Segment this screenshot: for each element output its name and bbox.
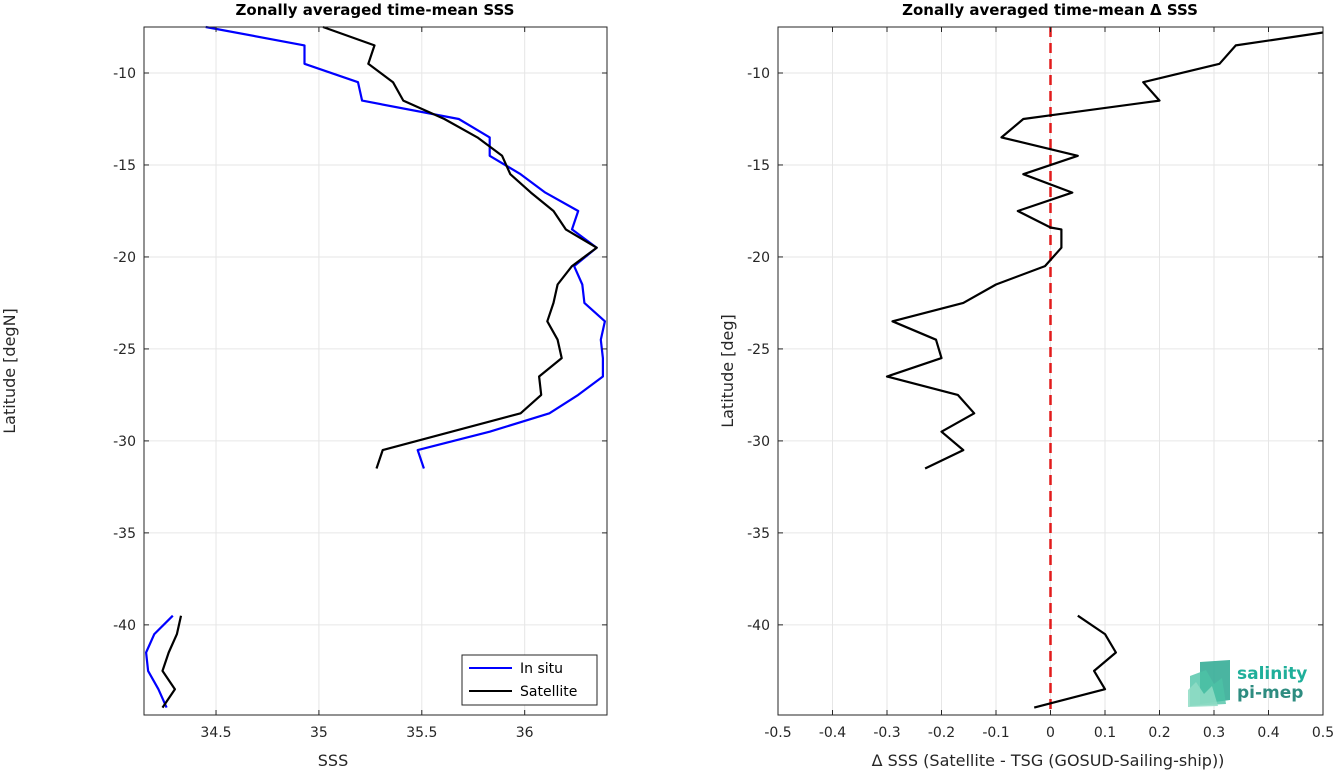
- left-chart-title: Zonally averaged time-mean SSS: [236, 1, 515, 19]
- left-y-tick-label: -30: [113, 434, 136, 450]
- left-sss-panel: 34.5 35 35.5 36 -10 -15 -20 -25 -30 -35 -40 Zonall…: [0, 1, 608, 770]
- left-x-tick-label: 35.5: [406, 725, 437, 741]
- right-y-tick-label: -15: [747, 158, 770, 174]
- logo-text-pi-mep: pi-mep: [1237, 683, 1303, 703]
- left-x-tick-label: 35: [310, 725, 328, 741]
- legend-satellite-label: Satellite: [520, 684, 577, 700]
- left-x-tick-label: 36: [516, 725, 534, 741]
- left-series-group: [145, 25, 607, 709]
- legend-in-situ-label: In situ: [520, 661, 563, 677]
- left-plot-area: [144, 27, 607, 715]
- right-y-tick-label: -35: [747, 526, 770, 542]
- right-x-tick-label: -0.1: [982, 725, 1009, 741]
- legend: In situ Satellite: [461, 654, 598, 706]
- right-chart-title: Zonally averaged time-mean Δ SSS: [902, 1, 1198, 19]
- left-x-tick-label: 34.5: [200, 725, 231, 741]
- right-y-tick-label: -10: [747, 66, 770, 82]
- right-series-group: [885, 27, 1324, 715]
- left-series-satellite-segment-1: [161, 615, 183, 709]
- logo-wave-graphic: [1188, 660, 1230, 707]
- salinity-pi-mep-logo: salinity pi-mep: [1188, 660, 1307, 707]
- left-grid: [144, 27, 607, 715]
- left-y-tick-label: -35: [113, 526, 136, 542]
- right-x-tick-label: -0.5: [764, 725, 791, 741]
- left-y-tick-label: -25: [113, 342, 136, 358]
- right-y-axis-label: Latitude [deg]: [718, 314, 737, 428]
- left-y-axis-label: Latitude [degN]: [0, 308, 19, 434]
- right-x-tick-label: 0.5: [1312, 725, 1334, 741]
- legend-box: [461, 654, 598, 706]
- left-y-tick-label: -20: [113, 250, 136, 266]
- logo-text-salinity: salinity: [1237, 664, 1307, 684]
- right-y-tick-label: -30: [747, 434, 770, 450]
- right-x-tick-label: -0.2: [928, 725, 955, 741]
- left-ticks: 34.5 35 35.5 36 -10 -15 -20 -25 -30 -35 -40: [113, 27, 607, 741]
- right-x-tick-label: -0.4: [819, 725, 846, 741]
- right-x-tick-label: 0.1: [1094, 725, 1116, 741]
- right-x-tick-label: 0.4: [1257, 725, 1279, 741]
- right-series-delta-sss-segment-0: [885, 31, 1324, 470]
- left-y-tick-label: -40: [113, 618, 136, 634]
- left-axes-box: [143, 26, 608, 716]
- right-x-tick-label: 0.2: [1148, 725, 1170, 741]
- right-x-tick-label: 0.3: [1203, 725, 1225, 741]
- right-x-tick-label: -0.3: [873, 725, 900, 741]
- right-y-tick-label: -20: [747, 250, 770, 266]
- left-x-axis-label: SSS: [318, 751, 348, 770]
- right-x-axis-label: Δ SSS (Satellite - TSG (GOSUD-Sailing-sh…: [872, 751, 1225, 770]
- right-series-delta-sss-segment-1: [1033, 614, 1118, 709]
- right-y-tick-label: -25: [747, 342, 770, 358]
- right-y-tick-label: -40: [747, 618, 770, 634]
- left-series-in-situ-segment-1: [145, 614, 174, 709]
- right-x-tick-label: 0: [1046, 725, 1055, 741]
- right-delta-sss-panel: -0.5 -0.4 -0.3 -0.2 -0.1 0 0.1 0.2 0.3 0.4 0.5 -10 -…: [718, 1, 1334, 770]
- right-ticks: -0.5 -0.4 -0.3 -0.2 -0.1 0 0.1 0.2 0.3 0.4 0.5 -10 -…: [747, 27, 1334, 741]
- left-series-satellite-segment-0: [322, 25, 598, 469]
- left-y-tick-label: -15: [113, 158, 136, 174]
- left-y-tick-label: -10: [113, 66, 136, 82]
